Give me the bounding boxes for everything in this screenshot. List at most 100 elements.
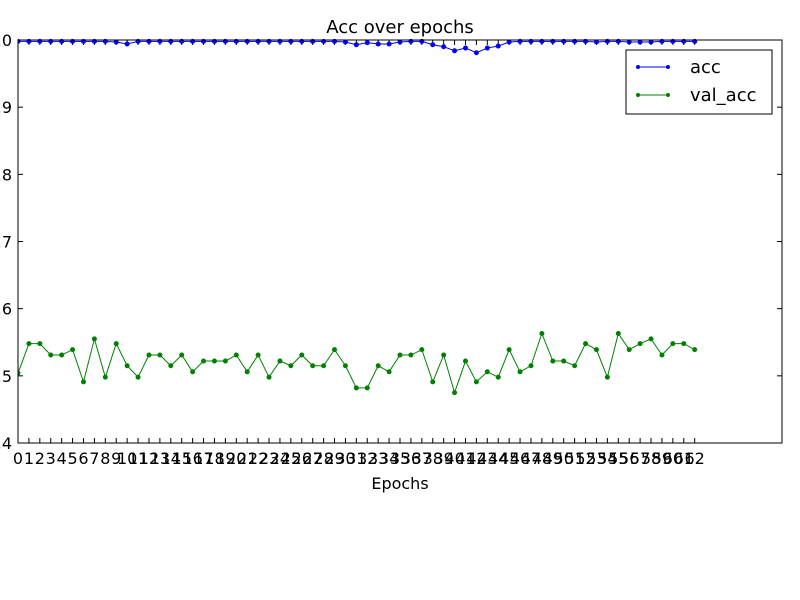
series-point <box>495 43 501 49</box>
series-point <box>539 331 545 337</box>
series-point <box>375 41 381 47</box>
series-point <box>484 369 490 375</box>
series-point <box>452 390 458 396</box>
x-tick-label: 12 <box>139 449 159 468</box>
series-point <box>124 41 130 47</box>
x-tick-label: 7 <box>89 449 99 468</box>
series-point <box>80 379 86 385</box>
x-tick-label: 4 <box>57 449 67 468</box>
series-point <box>124 363 130 369</box>
x-tick-label: 30 <box>335 449 355 468</box>
x-tick-label: 50 <box>554 449 574 468</box>
x-tick-label: 2 <box>35 449 45 468</box>
series-point <box>593 39 599 45</box>
series-point <box>604 374 610 380</box>
series-point <box>102 374 108 380</box>
series-point <box>495 374 501 380</box>
series-point <box>528 363 534 369</box>
x-tick-label: 9 <box>111 449 121 468</box>
x-tick-label: 19 <box>215 449 235 468</box>
y-tick-label: 0.7 <box>0 233 12 252</box>
series-point <box>506 39 512 45</box>
x-tick-label: 43 <box>477 449 497 468</box>
x-tick-label: 39 <box>433 449 453 468</box>
x-tick-label: 35 <box>390 449 410 468</box>
legend-marker <box>666 93 670 97</box>
x-tick-label: 54 <box>597 449 617 468</box>
plot-frame <box>17 39 783 444</box>
series-point <box>386 369 392 375</box>
series-point <box>113 341 119 347</box>
series-point <box>452 48 458 54</box>
x-tick-label: 23 <box>259 449 279 468</box>
series-point <box>473 50 479 56</box>
series-point <box>484 45 490 51</box>
x-tick-label: 38 <box>423 449 443 468</box>
series-point <box>692 347 698 353</box>
x-tick-label: 48 <box>532 449 552 468</box>
series-point <box>408 352 414 358</box>
legend-marker <box>636 93 640 97</box>
x-tick-label: 32 <box>357 449 377 468</box>
legend-box <box>625 49 773 115</box>
x-tick-label: 51 <box>564 449 584 468</box>
x-tick-label: 3 <box>46 449 56 468</box>
x-tick-label: 14 <box>161 449 181 468</box>
x-tick-label: 36 <box>401 449 421 468</box>
x-tick-label: 62 <box>685 449 705 468</box>
series-point <box>648 39 654 45</box>
legend-marker <box>636 65 640 69</box>
y-tick-label: 0.9 <box>0 98 12 117</box>
series-point <box>462 358 468 364</box>
series-point <box>659 352 665 358</box>
x-tick-label: 24 <box>270 449 290 468</box>
series-point <box>583 341 589 347</box>
series-point <box>288 363 294 369</box>
x-tick-label: 17 <box>193 449 213 468</box>
series-point <box>386 41 392 47</box>
series-point <box>222 358 228 364</box>
series-point <box>462 45 468 51</box>
series-point <box>342 39 348 45</box>
legend-label: val_acc <box>690 85 757 106</box>
legend-label: acc <box>690 57 721 78</box>
x-tick-label: 21 <box>237 449 257 468</box>
x-tick-label: 46 <box>510 449 530 468</box>
series-point <box>561 358 567 364</box>
series-point <box>179 352 185 358</box>
x-tick-label: 8 <box>100 449 110 468</box>
x-tick-label: 40 <box>444 449 464 468</box>
x-tick-label: 22 <box>248 449 268 468</box>
series-point <box>266 374 272 380</box>
series-point <box>375 363 381 369</box>
x-tick-label: 37 <box>412 449 432 468</box>
x-tick-label: 42 <box>466 449 486 468</box>
series-point <box>244 369 250 375</box>
x-tick-label: 25 <box>281 449 301 468</box>
x-tick-label: 31 <box>346 449 366 468</box>
series-point <box>637 39 643 45</box>
x-tick-label: 53 <box>586 449 606 468</box>
series-point <box>353 385 359 391</box>
series-point <box>397 39 403 45</box>
y-tick-label: 1.0 <box>0 31 12 50</box>
series-point <box>233 352 239 358</box>
x-tick-label: 26 <box>292 449 312 468</box>
x-tick-label: 59 <box>652 449 672 468</box>
x-tick-label: 10 <box>117 449 137 468</box>
series-point <box>637 341 643 347</box>
series-point <box>59 352 65 358</box>
series-point <box>430 379 436 385</box>
series-point <box>310 363 316 369</box>
x-tick-label: 57 <box>630 449 650 468</box>
series-point <box>201 358 207 364</box>
series-point <box>550 358 556 364</box>
x-tick-label: 60 <box>663 449 683 468</box>
x-tick-label: 61 <box>674 449 694 468</box>
x-tick-label: 11 <box>128 449 148 468</box>
x-tick-label: 0 <box>13 449 23 468</box>
series-point <box>255 352 261 358</box>
series-point <box>299 352 305 358</box>
